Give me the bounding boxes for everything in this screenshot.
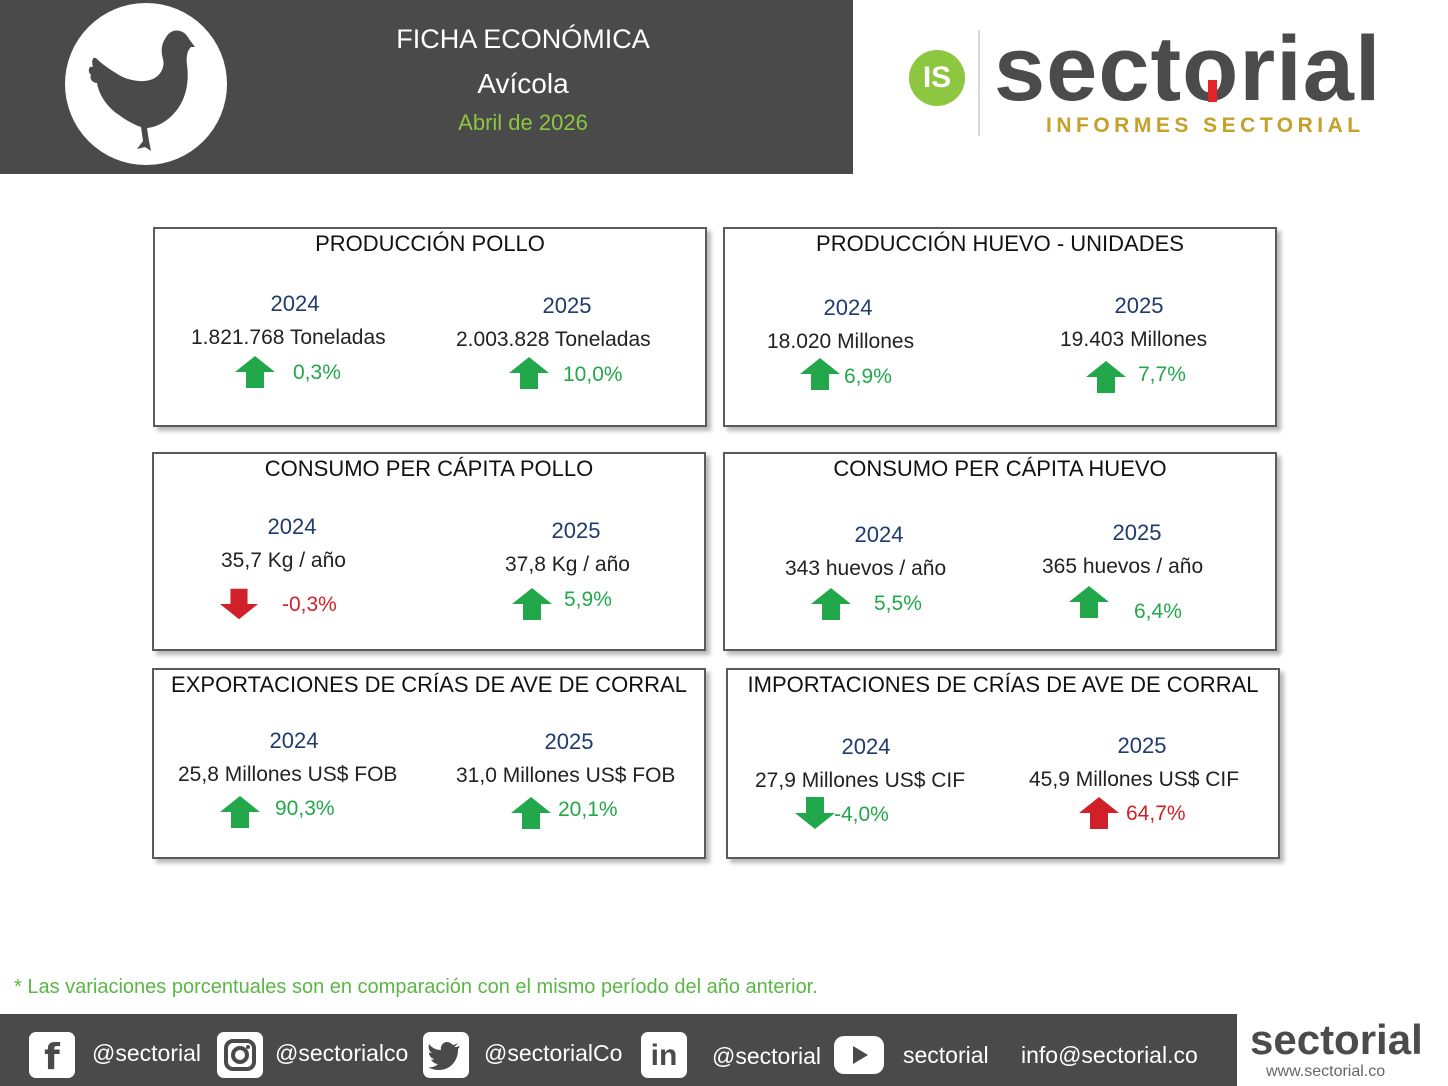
- percent-change: 90,3%: [275, 797, 335, 820]
- arrow-up-icon: [1069, 586, 1109, 618]
- year-label: 2025: [1117, 733, 1167, 758]
- year-label: 2024: [854, 522, 904, 547]
- metric-value: 37,8 Kg / año: [505, 553, 630, 576]
- arrow-up-icon: [1086, 361, 1126, 393]
- arrow-up-icon: [220, 796, 260, 828]
- metric-value: 27,9 Millones US$ CIF: [755, 769, 966, 792]
- logo-divider: [978, 30, 980, 136]
- percent-change: -0,3%: [282, 593, 337, 616]
- footnote: * Las variaciones porcentuales son en co…: [14, 976, 818, 998]
- panel-title: CONSUMO PER CÁPITA POLLO: [264, 456, 594, 481]
- year-label: 2024: [823, 295, 873, 320]
- youtube-icon[interactable]: [834, 1036, 884, 1074]
- twitter-icon[interactable]: [423, 1032, 469, 1078]
- linkedin-handle[interactable]: @sectorial: [712, 1043, 821, 1069]
- metric-value: 45,9 Millones US$ CIF: [1029, 768, 1240, 791]
- arrow-up-icon: [511, 797, 551, 829]
- arrow-up-icon: [509, 357, 549, 389]
- metric-value: 35,7 Kg / año: [221, 549, 346, 572]
- twitter-handle[interactable]: @sectorialCo: [484, 1040, 623, 1066]
- footer-band: [0, 1014, 1237, 1086]
- logo-accent-bar: [1208, 80, 1217, 102]
- panel-produccion-huevo: PRODUCCIÓN HUEVO - UNIDADES 2024 18.020 …: [723, 227, 1277, 427]
- header-subtitle: Avícola: [477, 68, 569, 99]
- metric-value: 343 huevos / año: [785, 557, 947, 580]
- metric-value: 1.821.768 Toneladas: [191, 326, 386, 349]
- metric-value: 19.403 Millones: [1060, 328, 1208, 351]
- percent-change: 6,9%: [844, 365, 892, 388]
- metric-value: 31,0 Millones US$ FOB: [456, 764, 676, 787]
- year-label: 2025: [1112, 520, 1162, 545]
- header-title: FICHA ECONÓMICA: [396, 24, 650, 54]
- metric-value: 2.003.828 Toneladas: [456, 328, 651, 351]
- brand-tagline: INFORMES SECTORIAL: [1046, 114, 1365, 137]
- panel-title: PRODUCCIÓN HUEVO - UNIDADES: [816, 231, 1184, 256]
- facebook-icon[interactable]: f: [29, 1032, 75, 1078]
- panel-title: IMPORTACIONES DE CRÍAS DE AVE DE CORRAL: [747, 672, 1259, 697]
- panel-consumo-huevo: CONSUMO PER CÁPITA HUEVO 2024 343 huevos…: [723, 452, 1277, 651]
- instagram-handle[interactable]: @sectorialco: [275, 1040, 409, 1066]
- percent-change: 5,5%: [874, 592, 922, 615]
- arrow-up-icon: [811, 588, 851, 620]
- percent-change: -4,0%: [834, 803, 889, 826]
- percent-change: 0,3%: [293, 361, 341, 384]
- brand-badge: IS: [909, 50, 965, 106]
- facebook-handle[interactable]: @sectorial: [92, 1040, 201, 1066]
- year-label: 2024: [841, 734, 891, 759]
- year-label: 2024: [269, 728, 319, 753]
- percent-change: 7,7%: [1138, 363, 1186, 386]
- instagram-icon[interactable]: [217, 1032, 263, 1078]
- brand-logo: sectorial: [994, 18, 1382, 120]
- year-label: 2025: [544, 729, 594, 754]
- metric-value: 25,8 Millones US$ FOB: [178, 763, 398, 786]
- panel-title: PRODUCCIÓN POLLO: [315, 231, 545, 256]
- metric-value: 18.020 Millones: [767, 330, 915, 353]
- header-band: FICHA ECONÓMICA Avícola Abril de 2026: [0, 0, 853, 174]
- panel-title: CONSUMO PER CÁPITA HUEVO: [833, 456, 1167, 481]
- footer-url[interactable]: www.sectorial.co: [1266, 1063, 1386, 1080]
- arrow-up-icon: [800, 358, 840, 390]
- hen-icon: [65, 3, 227, 165]
- arrow-down-icon: [220, 588, 258, 620]
- panel-title: EXPORTACIONES DE CRÍAS DE AVE DE CORRAL: [171, 672, 687, 697]
- percent-change: 10,0%: [563, 363, 623, 386]
- percent-change: 6,4%: [1134, 600, 1182, 623]
- percent-change: 5,9%: [564, 588, 612, 611]
- panel-consumo-pollo: CONSUMO PER CÁPITA POLLO 2024 35,7 Kg / …: [152, 452, 706, 651]
- year-label: 2025: [551, 518, 601, 543]
- year-label: 2024: [267, 514, 317, 539]
- arrow-down-icon: [795, 797, 835, 829]
- panel-exportaciones: EXPORTACIONES DE CRÍAS DE AVE DE CORRAL …: [152, 668, 706, 859]
- percent-change: 64,7%: [1126, 802, 1186, 825]
- arrow-up-icon: [235, 356, 275, 388]
- percent-change: 20,1%: [558, 798, 618, 821]
- footer-logo: sectorial: [1250, 1016, 1423, 1063]
- panel-produccion-pollo: PRODUCCIÓN POLLO 2024 1.821.768 Tonelada…: [153, 227, 707, 427]
- linkedin-icon[interactable]: in: [641, 1032, 687, 1078]
- year-label: 2025: [542, 293, 592, 318]
- email-link[interactable]: info@sectorial.co: [1021, 1042, 1198, 1068]
- year-label: 2025: [1114, 293, 1164, 318]
- arrow-up-icon: [1079, 797, 1119, 829]
- youtube-handle[interactable]: sectorial: [903, 1042, 989, 1068]
- header-date: Abril de 2026: [458, 110, 588, 135]
- metric-value: 365 huevos / año: [1042, 555, 1204, 578]
- panel-importaciones: IMPORTACIONES DE CRÍAS DE AVE DE CORRAL …: [726, 668, 1280, 859]
- year-label: 2024: [270, 291, 320, 316]
- arrow-up-icon: [512, 588, 552, 620]
